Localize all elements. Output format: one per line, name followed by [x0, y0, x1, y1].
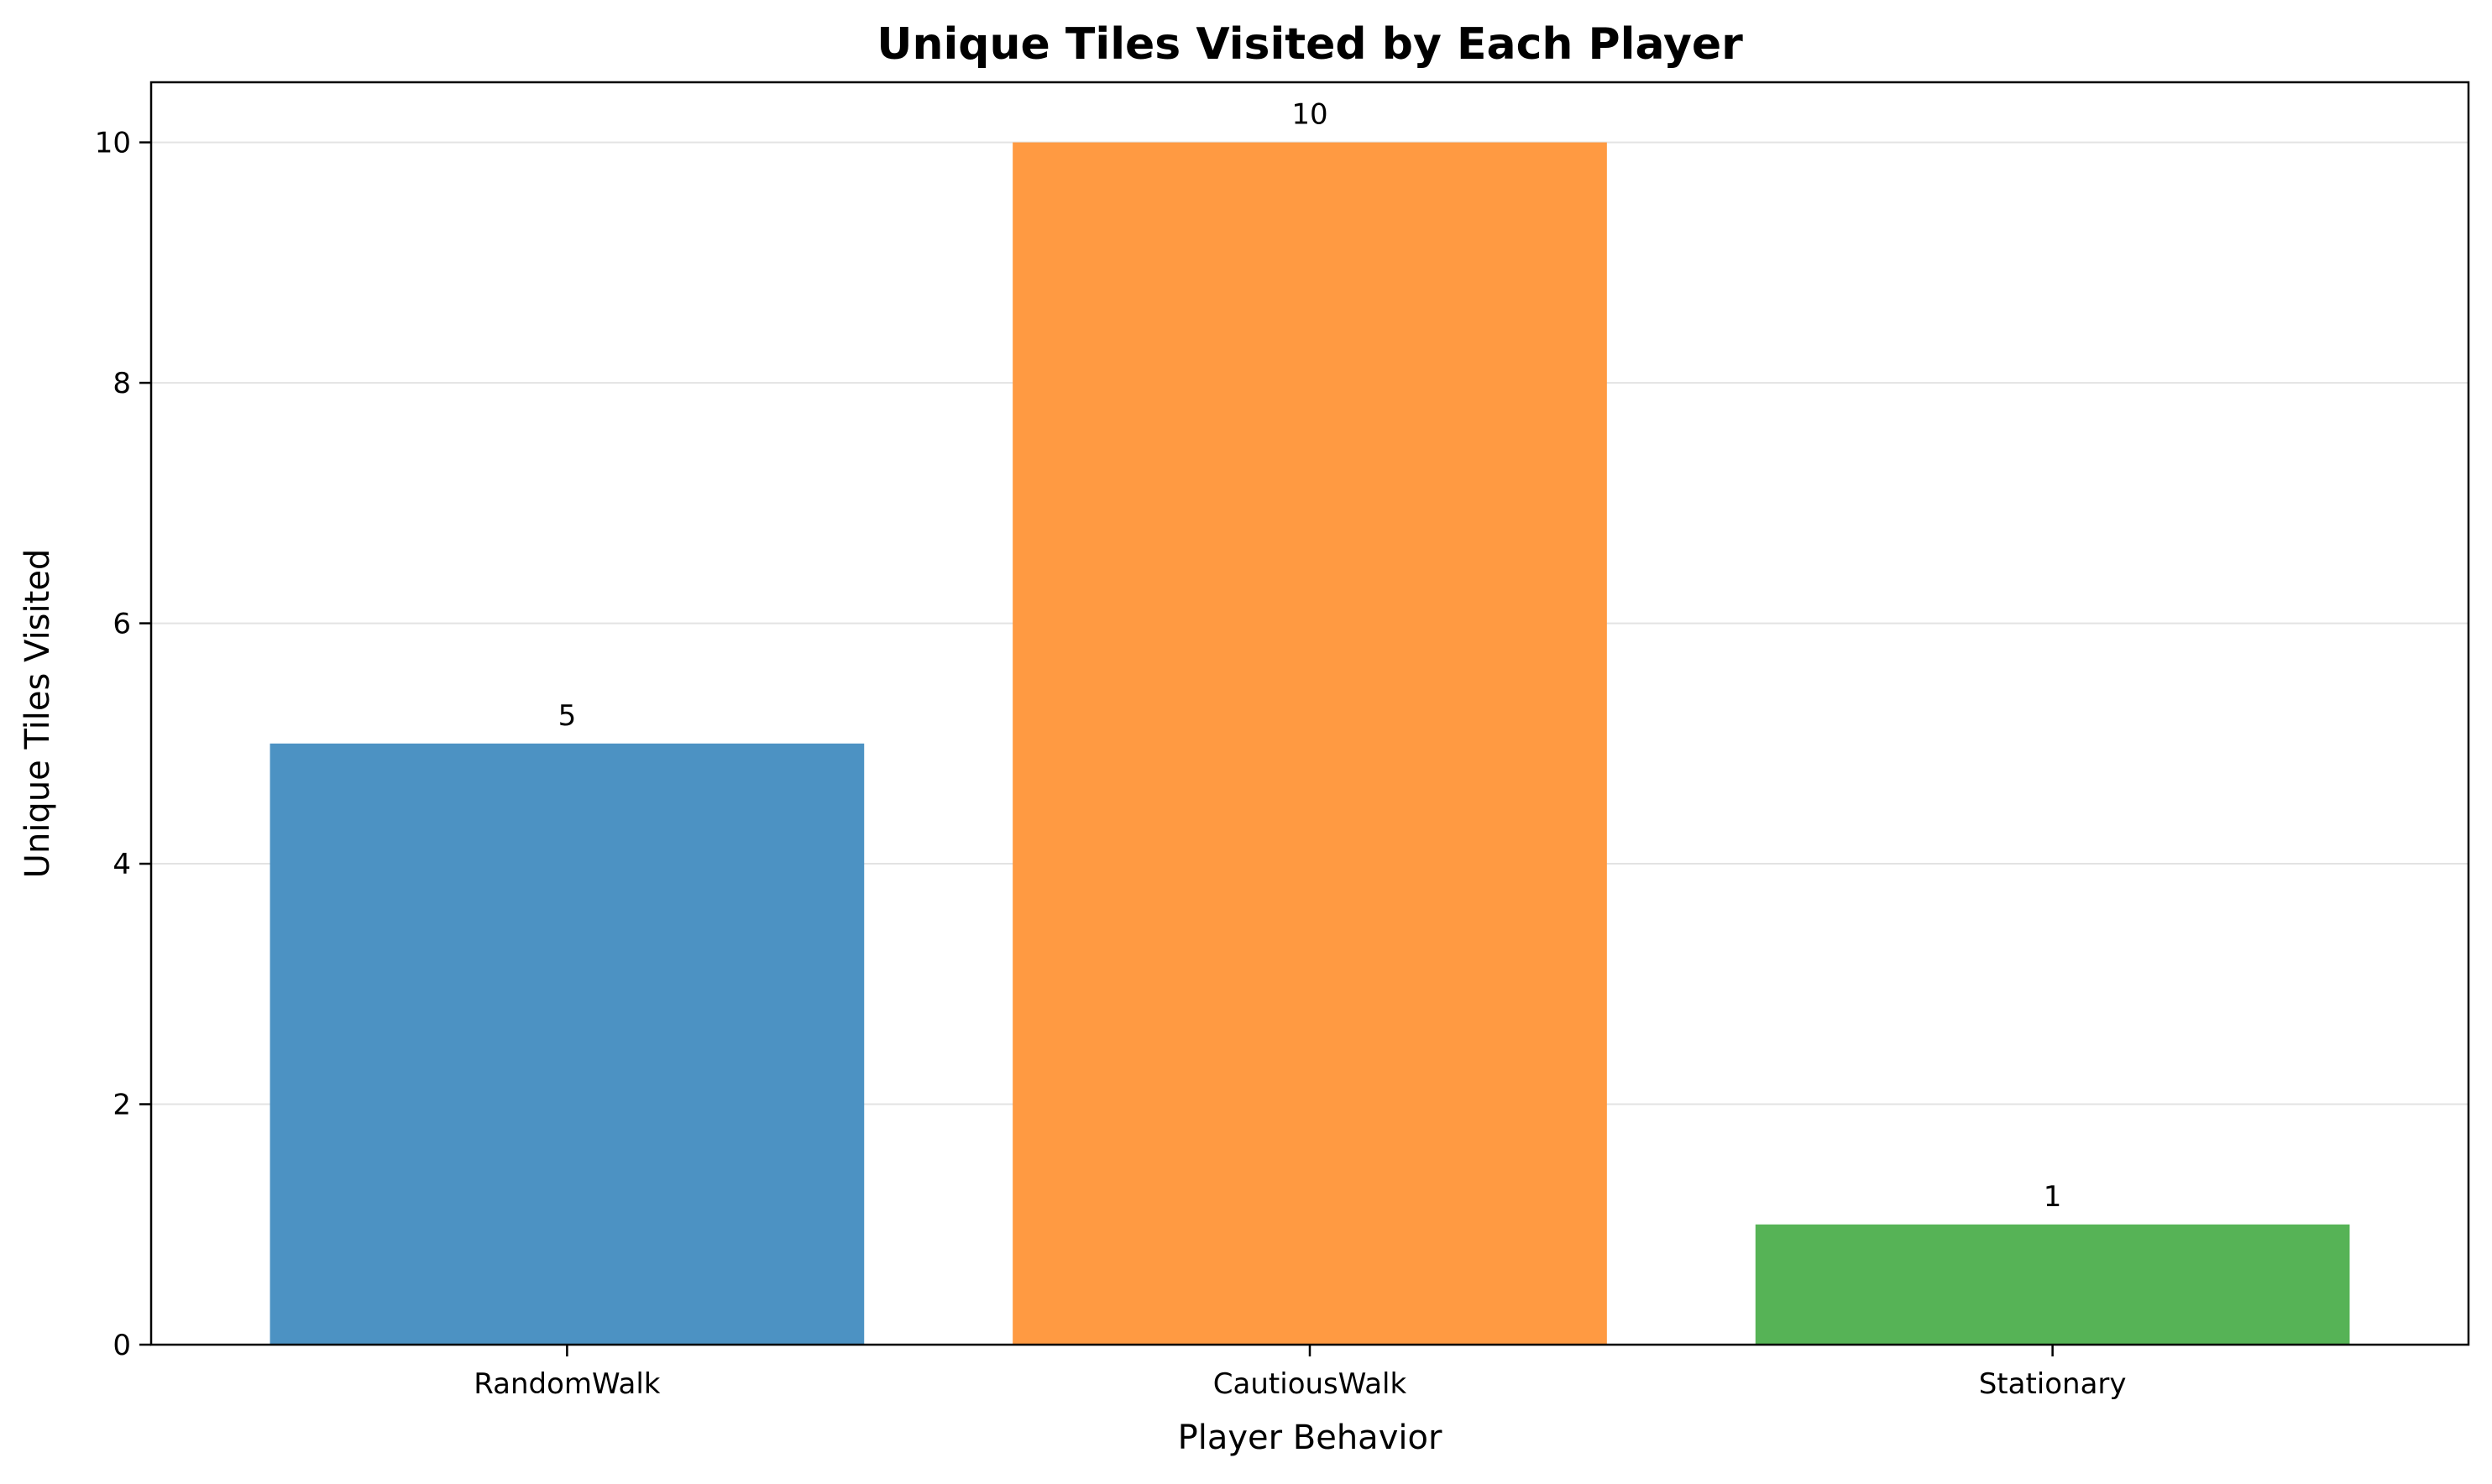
y-axis-label: Unique Tiles Visited — [18, 549, 57, 879]
y-tick-label: 4 — [113, 848, 131, 881]
ticks: 0 2 4 6 8 10 RandomWalk CautiousWalk Stationary — [95, 127, 2127, 1401]
bar-value-label: 10 — [1291, 98, 1327, 132]
bar-randomwalk — [270, 743, 865, 1345]
bar-stationary — [1755, 1224, 2350, 1345]
bars — [270, 142, 2350, 1346]
x-tick-label: CautiousWalk — [1213, 1367, 1407, 1401]
x-tick-label: Stationary — [1979, 1367, 2127, 1401]
bar-data-labels: 5 10 1 — [558, 98, 2062, 1214]
y-tick-label: 6 — [113, 608, 131, 641]
bar-cautiouswalk — [1013, 142, 1607, 1346]
bar-value-label: 5 — [558, 699, 577, 733]
y-tick-label: 10 — [95, 127, 131, 160]
x-axis-label: Player Behavior — [1178, 1419, 1442, 1457]
bar-value-label: 1 — [2044, 1180, 2062, 1214]
y-tick-label: 2 — [113, 1089, 131, 1122]
y-tick-label: 0 — [113, 1329, 131, 1362]
x-tick-label: RandomWalk — [474, 1367, 660, 1401]
y-tick-label: 8 — [113, 367, 131, 400]
chart-title: Unique Tiles Visited by Each Player — [877, 19, 1743, 70]
